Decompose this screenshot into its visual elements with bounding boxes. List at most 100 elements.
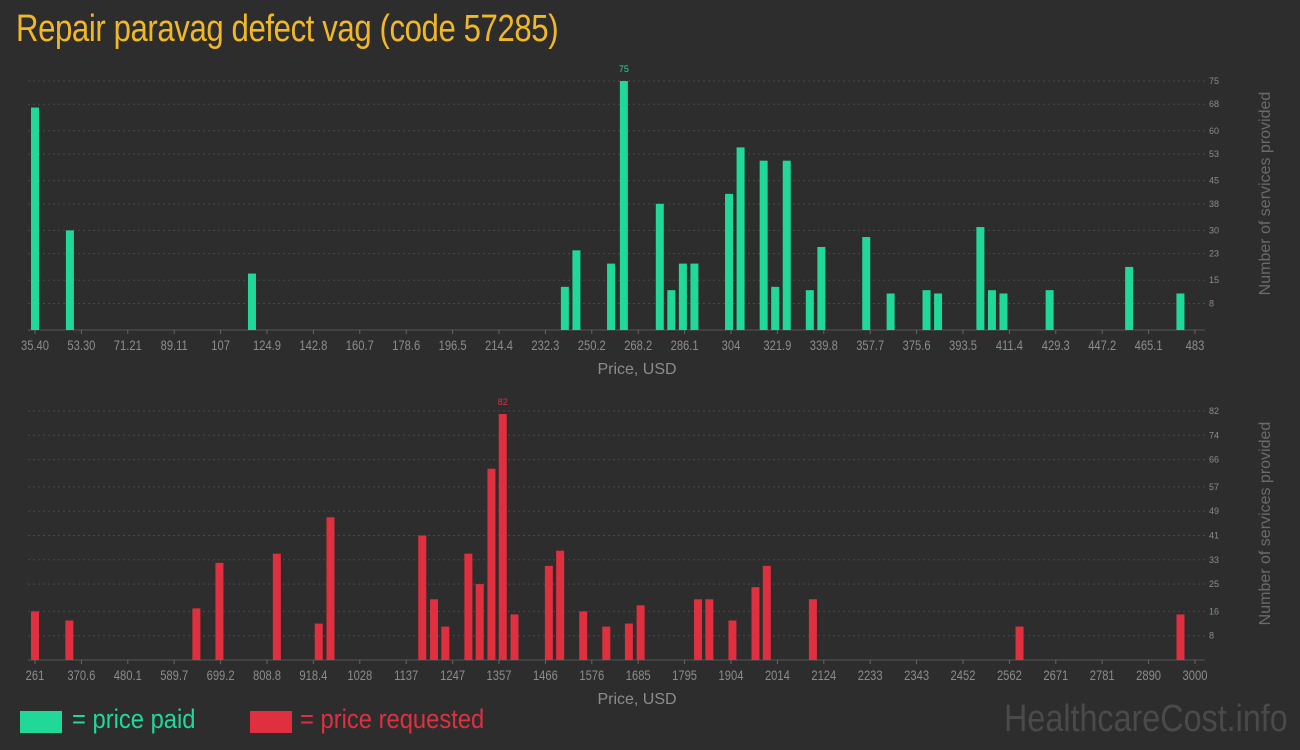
- requested-bar: [272, 553, 281, 660]
- requested-bar: [636, 605, 645, 660]
- paid-x-tick-label: 339.8: [810, 338, 838, 353]
- paid-bar: [572, 250, 581, 330]
- paid-y-axis-label: Number of services provided: [1257, 92, 1274, 296]
- paid-bar: [31, 107, 39, 330]
- paid-bar: [1125, 266, 1134, 330]
- requested-bar: [326, 517, 335, 660]
- requested-x-tick-label: 918.4: [299, 668, 327, 683]
- requested-x-tick-label: 1247: [440, 668, 465, 683]
- paid-x-tick-label: 268.2: [624, 338, 652, 353]
- paid-x-tick-label: 160.7: [346, 338, 374, 353]
- paid-x-tick-label: 483: [1186, 338, 1205, 353]
- requested-bar: [751, 587, 760, 660]
- requested-bar: [1176, 614, 1185, 660]
- paid-bar: [817, 247, 826, 330]
- requested-x-tick-label: 2890: [1136, 668, 1161, 683]
- paid-x-tick-label: 107: [211, 338, 230, 353]
- requested-bar: [215, 562, 224, 660]
- requested-bar: [31, 611, 39, 660]
- requested-x-tick-label: 2343: [904, 668, 929, 683]
- requested-bar: [808, 599, 817, 660]
- paid-x-tick-label: 375.6: [903, 338, 931, 353]
- paid-x-tick-label: 124.9: [253, 338, 281, 353]
- requested-x-tick-label: 1685: [626, 668, 651, 683]
- legend-swatch-paid: [20, 711, 62, 733]
- paid-bar: [655, 203, 664, 330]
- requested-x-tick-label: 480.1: [114, 668, 142, 683]
- paid-x-tick-label: 178.6: [392, 338, 420, 353]
- paid-bar: [987, 290, 996, 330]
- paid-x-tick-label: 411.4: [996, 338, 1023, 353]
- watermark: HealthcareCost.info: [1004, 698, 1288, 740]
- legend-swatch-requested: [250, 711, 292, 733]
- paid-bar: [862, 237, 871, 330]
- requested-bar: [624, 623, 633, 660]
- requested-y-tick-label: 74: [1209, 430, 1219, 440]
- requested-y-tick-label: 16: [1209, 606, 1219, 616]
- requested-bar: [579, 611, 588, 660]
- paid-y-tick-label: 30: [1209, 225, 1219, 235]
- legend-label-paid: = price paid: [72, 704, 196, 734]
- requested-x-tick-label: 2452: [951, 668, 976, 683]
- requested-bar: [192, 608, 201, 660]
- requested-bar: [544, 565, 553, 660]
- requested-bar: [314, 623, 323, 660]
- requested-x-tick-label: 808.8: [253, 668, 281, 683]
- requested-x-tick-label: 3000: [1183, 668, 1208, 683]
- requested-y-tick-label: 66: [1209, 455, 1219, 465]
- paid-x-tick-label: 142.8: [299, 338, 327, 353]
- paid-bar: [782, 160, 791, 330]
- paid-bar: [886, 293, 895, 330]
- paid-bar: [934, 293, 943, 330]
- paid-bar: [678, 263, 687, 330]
- requested-x-tick-label: 1466: [533, 668, 558, 683]
- paid-bar: [771, 286, 780, 330]
- legend-label-requested: = price requested: [300, 704, 485, 734]
- requested-x-tick-label: 2562: [997, 668, 1022, 683]
- requested-x-tick-label: 1795: [672, 668, 697, 683]
- paid-x-tick-label: 286.1: [671, 338, 699, 353]
- paid-bar: [1045, 290, 1054, 330]
- paid-bar: [805, 290, 814, 330]
- paid-bar: [690, 263, 699, 330]
- requested-bar: [430, 599, 439, 660]
- paid-x-tick-label: 447.2: [1088, 338, 1116, 353]
- requested-x-tick-label: 2124: [811, 668, 836, 683]
- paid-y-tick-label: 60: [1209, 126, 1219, 136]
- requested-y-tick-label: 33: [1209, 555, 1219, 565]
- requested-x-tick-label: 370.6: [67, 668, 95, 683]
- paid-y-tick-label: 15: [1209, 275, 1219, 285]
- paid-bar: [922, 290, 931, 330]
- paid-y-tick-label: 53: [1209, 149, 1219, 159]
- requested-bar: [510, 614, 519, 660]
- requested-bar: [762, 565, 771, 660]
- requested-x-axis-label: Price, USD: [597, 691, 676, 708]
- paid-x-tick-label: 214.4: [485, 338, 513, 353]
- requested-x-tick-label: 2671: [1043, 668, 1068, 683]
- paid-x-tick-label: 304: [722, 338, 741, 353]
- paid-y-tick-label: 75: [1209, 76, 1219, 86]
- paid-x-tick-label: 357.7: [856, 338, 884, 353]
- requested-x-tick-label: 589.7: [160, 668, 188, 683]
- requested-x-tick-label: 2781: [1090, 668, 1115, 683]
- requested-bar: [556, 550, 565, 660]
- requested-bar: [464, 553, 473, 660]
- paid-y-tick-label: 23: [1209, 249, 1219, 259]
- requested-x-tick-label: 2233: [858, 668, 883, 683]
- paid-peak-label: 75: [619, 64, 629, 74]
- paid-bar: [725, 193, 734, 330]
- paid-y-tick-label: 8: [1209, 298, 1214, 308]
- paid-x-tick-label: 196.5: [439, 338, 467, 353]
- paid-x-tick-label: 429.3: [1042, 338, 1070, 353]
- requested-bar: [487, 468, 496, 660]
- paid-x-tick-label: 71.21: [114, 338, 142, 353]
- requested-x-tick-label: 1904: [719, 668, 744, 683]
- requested-bar: [1015, 626, 1024, 660]
- paid-bar: [560, 286, 569, 330]
- requested-x-tick-label: 2014: [765, 668, 790, 683]
- paid-bar: [976, 227, 985, 330]
- requested-y-tick-label: 41: [1209, 531, 1219, 541]
- paid-bar: [667, 290, 676, 330]
- paid-bar: [1176, 293, 1185, 330]
